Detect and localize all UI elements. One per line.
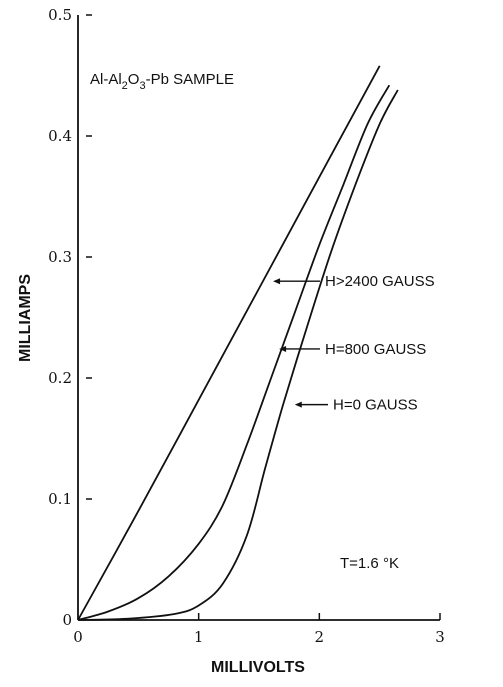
series-label: H=800 GAUSS [325,341,426,358]
x-axis-title: MILLIVOLTS [211,659,305,676]
arrowhead [279,345,287,352]
y-axis-title: MILLIAMPS [17,274,34,362]
axes [77,15,440,621]
y-tick-label: 0.2 [48,369,72,387]
x-tick-label: 2 [315,628,325,646]
ticks: 0 1 2 3 0 0.1 0.2 0.3 0.4 0.5 [48,6,445,646]
x-tick-label: 1 [194,628,204,646]
series [77,65,399,621]
chart-title: Al-Al2O3-Pb SAMPLE [90,71,234,92]
series-line-h-800-gauss [77,84,391,621]
series-label: H=0 GAUSS [333,397,418,414]
y-tick-label: 0.1 [48,490,72,508]
x-tick-label: 0 [73,628,83,646]
arrowhead [294,401,302,408]
y-tick-label: 0 [62,611,72,629]
temperature-annotation: T=1.6 °K [340,555,399,572]
y-tick-label: 0.4 [48,127,72,145]
y-tick-label: 0.5 [48,6,72,24]
series-line-h-2400-gauss [77,65,381,621]
x-tick-label: 3 [435,628,445,646]
y-tick-label: 0.3 [48,248,72,266]
series-label: H>2400 GAUSS [325,273,435,290]
arrowhead [273,278,281,285]
series-labels: H>2400 GAUSS H=800 GAUSS H=0 GAUSS [273,273,435,414]
series-line-h-0-gauss [77,89,399,621]
